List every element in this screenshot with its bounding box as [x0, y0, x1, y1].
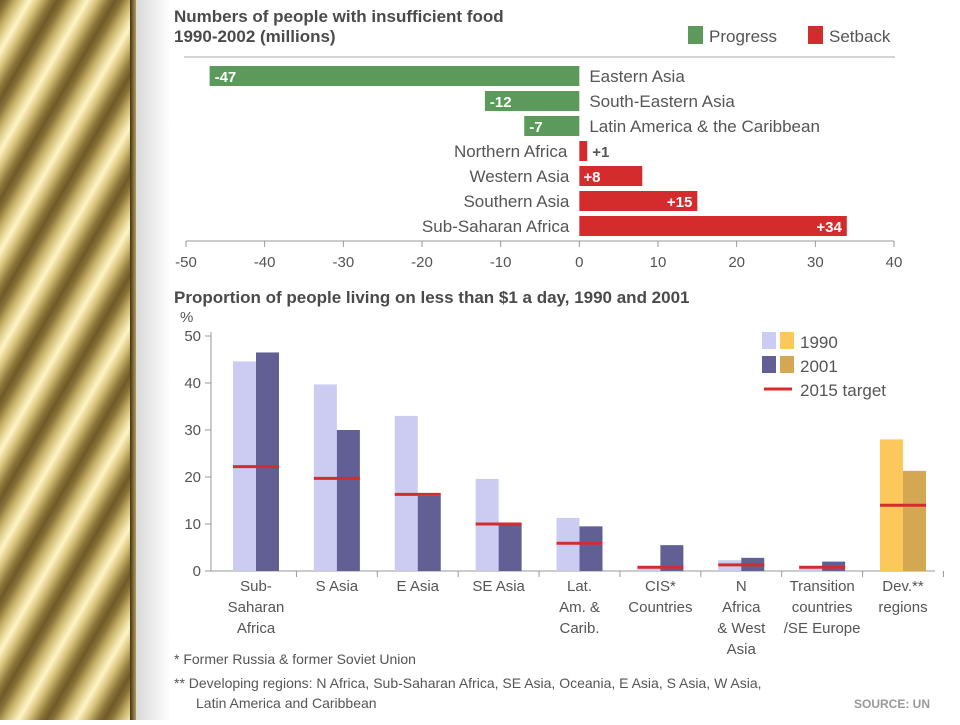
- legend-1990-label: 1990: [800, 333, 838, 352]
- category-label-line: Africa: [722, 599, 761, 616]
- insufficient-food-bar: [209, 66, 580, 86]
- top-chart-subtitle: 1990-2002 (millions): [174, 27, 336, 46]
- category-label-line: SE Asia: [472, 578, 525, 595]
- category-label-line: Countries: [628, 599, 692, 616]
- stripe-band-edge: [130, 0, 136, 720]
- legend-progress-swatch: [688, 26, 703, 44]
- region-label: Sub-Saharan Africa: [422, 217, 570, 236]
- insufficient-food-bar: [579, 191, 698, 211]
- region-label: Latin America & the Caribbean: [589, 117, 820, 136]
- insufficient-food-bar: [484, 91, 580, 111]
- bar-2001: [336, 430, 360, 571]
- footnote-developing-regions-cont: Latin America and Caribbean: [196, 695, 377, 711]
- category-label-line: Am. &: [559, 599, 600, 616]
- top-x-tick-label: 10: [650, 254, 667, 271]
- category-label-line: Lat.: [567, 578, 592, 595]
- insufficient-food-bar: [579, 166, 643, 186]
- region-label: South-Eastern Asia: [589, 92, 735, 111]
- bottom-y-tick-label: 30: [184, 422, 201, 439]
- category-label-line: Dev.**: [882, 578, 924, 595]
- category-label-line: countries: [792, 599, 853, 616]
- region-label: Southern Asia: [463, 192, 569, 211]
- legend-setback-swatch: [808, 26, 823, 44]
- category-label-line: S Asia: [316, 578, 359, 595]
- source-note: SOURCE: UN: [854, 697, 930, 711]
- bar-2001: [579, 526, 603, 571]
- category-label-line: Carib.: [559, 620, 599, 637]
- category-label-line: Saharan: [228, 599, 285, 616]
- edge-shadow: [136, 0, 170, 720]
- insufficient-food-bar: [579, 216, 847, 236]
- insufficient-food-value-label: +8: [583, 169, 600, 186]
- legend-target-label: 2015 target: [800, 381, 886, 400]
- category-label-line: CIS*: [645, 578, 676, 595]
- category-label-line: E Asia: [396, 578, 439, 595]
- decorative-stripe-band: [0, 0, 132, 720]
- insufficient-food-value-label: +15: [667, 194, 692, 211]
- y-axis-unit-label: %: [180, 309, 193, 326]
- top-chart-plot: -47 Eastern Asia -12 South-Eastern Asia -7 La…: [175, 66, 902, 271]
- insufficient-food-value-label: -7: [529, 119, 542, 136]
- footnote-developing-regions: ** Developing regions: N Africa, Sub-Sah…: [174, 675, 762, 691]
- footnote-cis: * Former Russia & former Soviet Union: [174, 651, 416, 667]
- bottom-y-tick-label: 50: [184, 328, 201, 345]
- legend-1990-swatch-light: [762, 332, 776, 349]
- category-label-line: Africa: [237, 620, 276, 637]
- category-label-line: & West: [717, 620, 766, 637]
- chart-panel: Numbers of people with insufficient food…: [160, 0, 960, 720]
- bottom-y-tick-label: 0: [193, 563, 201, 580]
- top-x-tick-label: -20: [411, 254, 433, 271]
- insufficient-food-value-label: -47: [215, 69, 237, 86]
- insufficient-food-value-label: -12: [490, 94, 512, 111]
- bar-2001: [903, 470, 926, 571]
- region-label: Western Asia: [469, 167, 569, 186]
- bar-2001: [498, 524, 522, 571]
- top-x-tick-label: 20: [728, 254, 745, 271]
- bar-1990: [799, 568, 823, 571]
- bottom-y-tick-label: 40: [184, 375, 201, 392]
- legend-2001-label: 2001: [800, 357, 838, 376]
- insufficient-food-bar: [579, 141, 588, 161]
- bottom-y-tick-label: 20: [184, 469, 201, 486]
- category-label-line: Asia: [727, 641, 757, 658]
- charts-svg: Numbers of people with insufficient food…: [174, 7, 944, 711]
- top-x-tick-label: 0: [575, 254, 583, 271]
- category-label-line: regions: [878, 599, 927, 616]
- legend-setback-label: Setback: [829, 27, 891, 46]
- top-x-tick-label: -10: [490, 254, 512, 271]
- category-label-line: /SE Europe: [784, 620, 861, 637]
- region-label: Northern Africa: [454, 142, 568, 161]
- bar-2001: [417, 495, 441, 571]
- bottom-chart-title: Proportion of people living on less than…: [174, 288, 690, 307]
- bar-1990: [637, 568, 661, 571]
- top-chart-title: Numbers of people with insufficient food: [174, 7, 504, 26]
- top-x-tick-label: 40: [886, 254, 903, 271]
- bar-2001: [256, 352, 279, 571]
- region-label: Eastern Asia: [589, 67, 685, 86]
- top-x-tick-label: -30: [332, 254, 354, 271]
- category-label-line: Sub-: [240, 578, 272, 595]
- insufficient-food-value-label: +1: [592, 144, 609, 161]
- bottom-chart-plot: 0 10 20 30 40 50 Sub- Saharan Africa S Asia E Asia…: [184, 328, 944, 658]
- insufficient-food-value-label: +34: [816, 219, 842, 236]
- top-x-tick-label: -50: [175, 254, 197, 271]
- bottom-y-tick-label: 10: [184, 516, 201, 533]
- top-x-tick-label: -40: [254, 254, 276, 271]
- category-label-line: Transition: [789, 578, 854, 595]
- insufficient-food-bar: [524, 116, 580, 136]
- top-x-tick-label: 30: [807, 254, 824, 271]
- legend-2001-swatch-dark: [762, 356, 776, 373]
- bar-2001: [660, 545, 684, 571]
- category-label-line: N: [736, 578, 747, 595]
- legend-2001-swatch-highlight: [780, 356, 794, 373]
- legend-progress-label: Progress: [709, 27, 777, 46]
- legend-1990-swatch-highlight: [780, 332, 794, 349]
